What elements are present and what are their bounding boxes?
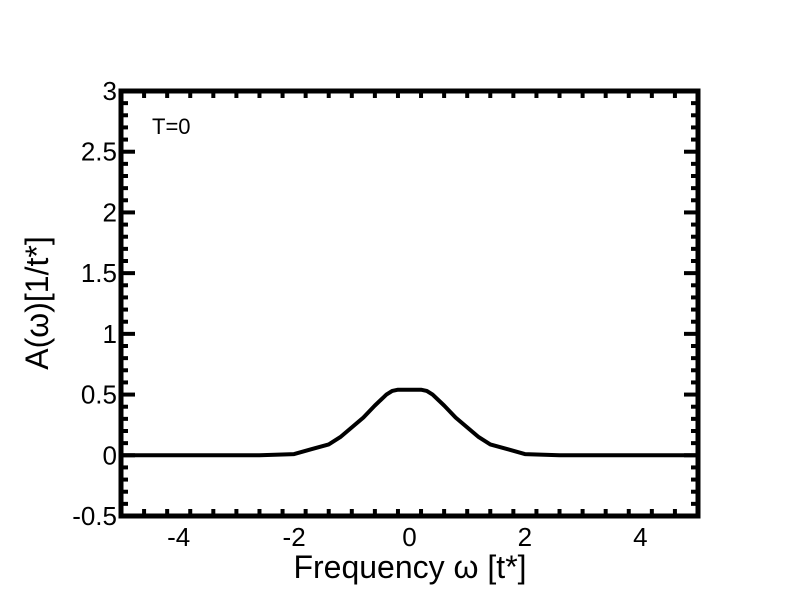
plot-frame (118, 88, 701, 519)
series-layer (121, 387, 698, 458)
annotation-temperature: T=0 (152, 114, 191, 139)
y-tick-label: 1 (103, 319, 117, 349)
x-axis-tick-labels: -4 -2 0 2 4 (167, 522, 647, 552)
y-tick-label: 2.5 (81, 137, 117, 167)
x-tick-label: 4 (633, 522, 647, 552)
y-tick-label: 1.5 (81, 258, 117, 288)
y-tick-label: -0.5 (72, 501, 117, 531)
x-axis-label: Frequency ω [t*] (293, 549, 526, 585)
x-tick-label: -4 (167, 522, 190, 552)
y-tick-label: 2 (103, 197, 117, 227)
y-axis-label: A(ω)[1/t*] (19, 236, 55, 369)
y-axis-tick-labels: -0.5 0 0.5 1 1.5 2 2.5 3 (72, 76, 117, 531)
series-line-0 (121, 387, 698, 458)
y-tick-label: 0.5 (81, 380, 117, 410)
x-tick-label: 0 (402, 522, 416, 552)
x-axis-ticks (119, 91, 700, 516)
x-tick-label: 2 (518, 522, 532, 552)
y-tick-label: 0 (103, 440, 117, 470)
y-tick-label: 3 (103, 76, 117, 106)
x-tick-label: -2 (283, 522, 306, 552)
y-axis-ticks (121, 89, 698, 518)
